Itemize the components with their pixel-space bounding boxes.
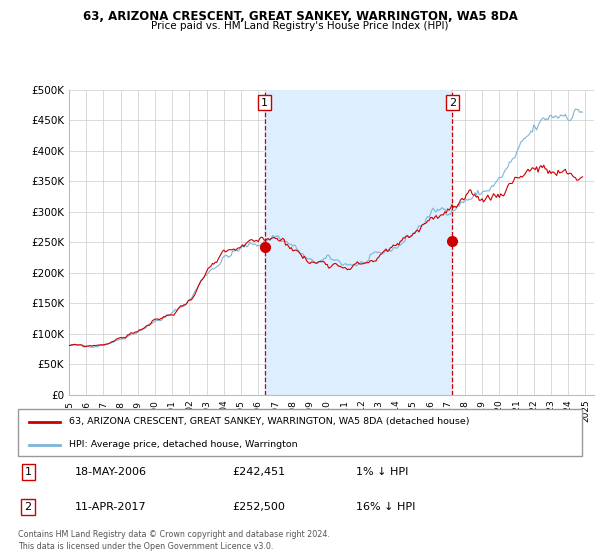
Text: HPI: Average price, detached house, Warrington: HPI: Average price, detached house, Warr… [69, 440, 298, 449]
Text: 18-MAY-2006: 18-MAY-2006 [74, 467, 146, 477]
Text: Contains HM Land Registry data © Crown copyright and database right 2024.: Contains HM Land Registry data © Crown c… [18, 530, 330, 539]
Text: Price paid vs. HM Land Registry's House Price Index (HPI): Price paid vs. HM Land Registry's House … [151, 21, 449, 31]
Text: 1: 1 [25, 467, 32, 477]
Text: 2: 2 [449, 97, 456, 108]
Bar [265, 90, 452, 395]
Text: £252,500: £252,500 [232, 502, 285, 512]
Text: 16% ↓ HPI: 16% ↓ HPI [356, 502, 416, 512]
Text: 11-APR-2017: 11-APR-2017 [74, 502, 146, 512]
Text: 63, ARIZONA CRESCENT, GREAT SANKEY, WARRINGTON, WA5 8DA: 63, ARIZONA CRESCENT, GREAT SANKEY, WARR… [83, 10, 517, 23]
Text: 2: 2 [25, 502, 32, 512]
Text: 1: 1 [261, 97, 268, 108]
Text: 1% ↓ HPI: 1% ↓ HPI [356, 467, 409, 477]
Text: This data is licensed under the Open Government Licence v3.0.: This data is licensed under the Open Gov… [18, 542, 274, 550]
Text: 63, ARIZONA CRESCENT, GREAT SANKEY, WARRINGTON, WA5 8DA (detached house): 63, ARIZONA CRESCENT, GREAT SANKEY, WARR… [69, 417, 469, 426]
Text: £242,451: £242,451 [232, 467, 286, 477]
